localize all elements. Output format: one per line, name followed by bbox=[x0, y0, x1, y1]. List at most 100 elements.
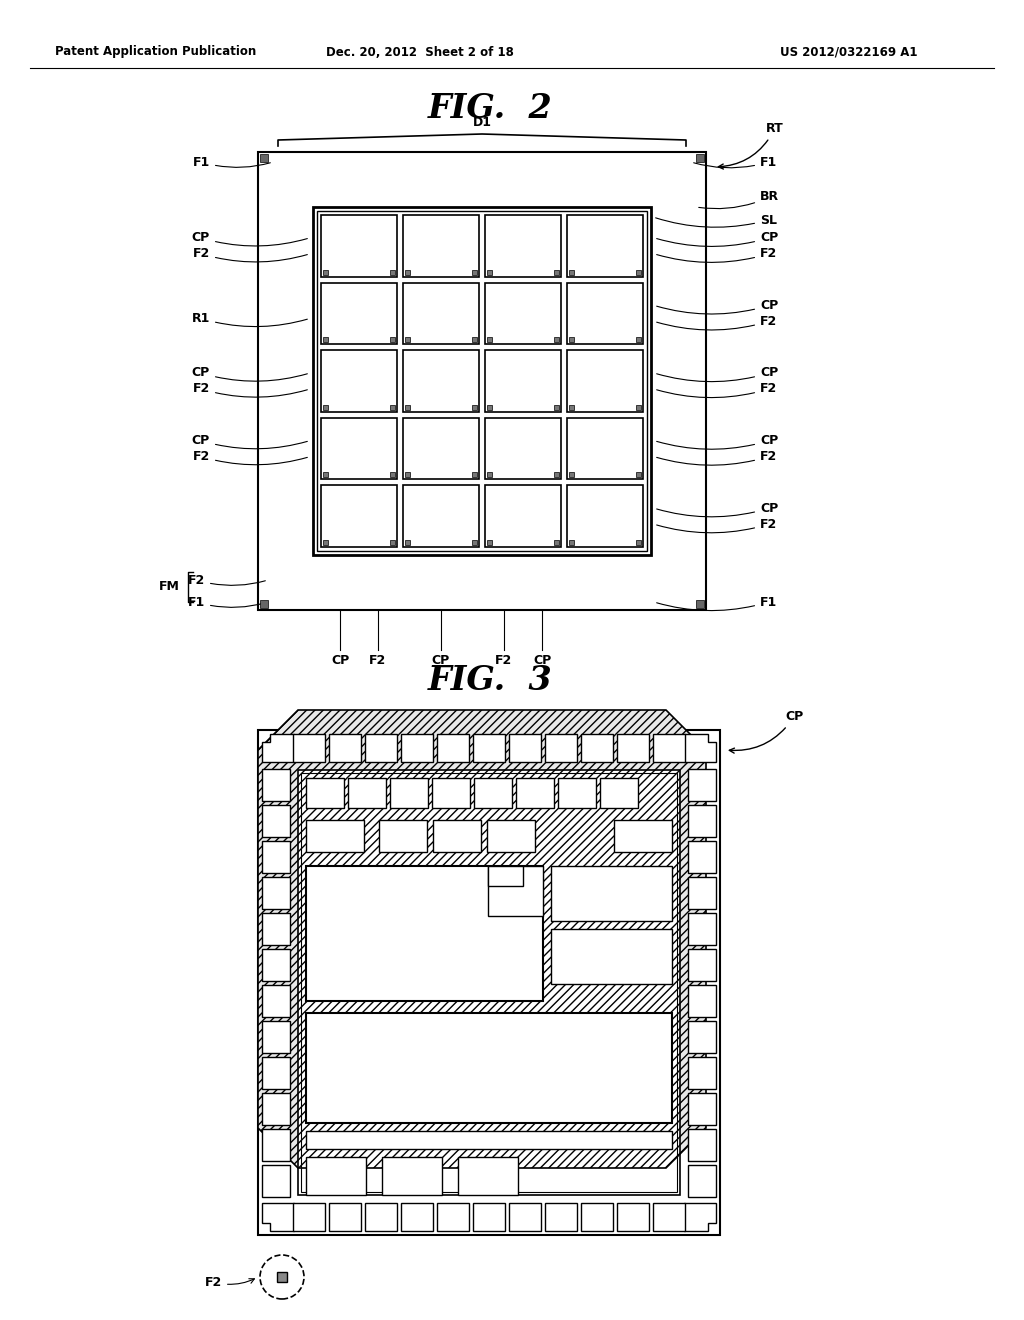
Bar bbox=[688, 1164, 716, 1196]
Bar bbox=[472, 473, 477, 478]
Bar bbox=[382, 1158, 442, 1195]
Bar bbox=[516, 777, 554, 808]
Text: F2: F2 bbox=[656, 450, 777, 465]
Bar bbox=[293, 734, 325, 762]
Bar bbox=[262, 912, 290, 945]
Bar bbox=[545, 734, 577, 762]
Bar bbox=[301, 774, 677, 1192]
Text: F1: F1 bbox=[187, 595, 265, 609]
Bar bbox=[617, 734, 649, 762]
Bar bbox=[329, 1203, 361, 1232]
Text: CP: CP bbox=[191, 367, 307, 381]
Bar bbox=[306, 866, 543, 1001]
Text: CP: CP bbox=[331, 653, 349, 667]
Polygon shape bbox=[262, 1203, 294, 1232]
Bar bbox=[437, 1203, 469, 1232]
Bar bbox=[262, 949, 290, 981]
Bar bbox=[323, 337, 328, 342]
Bar bbox=[696, 601, 705, 609]
Bar bbox=[688, 841, 716, 873]
Bar bbox=[390, 269, 395, 275]
Bar bbox=[403, 350, 479, 412]
Bar bbox=[688, 912, 716, 945]
Bar bbox=[401, 1203, 433, 1232]
Bar bbox=[554, 540, 559, 545]
Bar bbox=[306, 777, 344, 808]
Text: CP: CP bbox=[656, 502, 778, 517]
Bar bbox=[558, 777, 596, 808]
Bar bbox=[306, 1012, 672, 1123]
Bar bbox=[348, 777, 386, 808]
Text: F2: F2 bbox=[496, 653, 513, 667]
Text: SL: SL bbox=[655, 214, 777, 227]
Text: FM: FM bbox=[159, 581, 180, 594]
Bar bbox=[474, 777, 512, 808]
Bar bbox=[262, 1020, 290, 1052]
Bar bbox=[260, 154, 268, 162]
Bar bbox=[258, 730, 720, 1236]
Bar bbox=[485, 418, 561, 479]
Bar bbox=[323, 473, 328, 478]
Bar bbox=[551, 929, 672, 983]
Text: CP: CP bbox=[656, 298, 778, 314]
Text: FIG.  2: FIG. 2 bbox=[428, 91, 552, 124]
Bar bbox=[403, 418, 479, 479]
Bar bbox=[688, 985, 716, 1016]
Bar bbox=[401, 734, 433, 762]
Bar bbox=[485, 350, 561, 412]
Bar bbox=[458, 1158, 518, 1195]
Bar bbox=[433, 820, 481, 851]
Bar bbox=[390, 777, 428, 808]
Bar bbox=[688, 804, 716, 837]
Bar bbox=[406, 269, 410, 275]
Bar bbox=[406, 473, 410, 478]
Text: CP: CP bbox=[191, 434, 307, 449]
Bar bbox=[487, 866, 543, 916]
Bar bbox=[581, 734, 613, 762]
Bar bbox=[688, 1093, 716, 1125]
Bar bbox=[636, 337, 641, 342]
Text: CP: CP bbox=[656, 434, 778, 449]
Bar bbox=[258, 152, 706, 610]
Bar bbox=[260, 601, 268, 609]
Text: Dec. 20, 2012  Sheet 2 of 18: Dec. 20, 2012 Sheet 2 of 18 bbox=[326, 45, 514, 58]
Bar bbox=[567, 418, 643, 479]
Text: F2: F2 bbox=[205, 1275, 254, 1288]
Bar bbox=[403, 215, 479, 277]
Bar bbox=[696, 154, 705, 162]
Bar bbox=[365, 1203, 397, 1232]
Bar bbox=[636, 540, 641, 545]
Bar bbox=[365, 734, 397, 762]
Bar bbox=[390, 540, 395, 545]
Bar bbox=[298, 770, 680, 1195]
Bar bbox=[567, 215, 643, 277]
Bar bbox=[390, 473, 395, 478]
Bar bbox=[437, 734, 469, 762]
Bar bbox=[569, 540, 574, 545]
Bar bbox=[688, 1129, 716, 1160]
Bar bbox=[323, 540, 328, 545]
Bar bbox=[472, 337, 477, 342]
Bar bbox=[313, 207, 651, 554]
Text: R1: R1 bbox=[191, 312, 307, 326]
Bar bbox=[485, 282, 561, 345]
Bar bbox=[487, 473, 492, 478]
Bar bbox=[653, 1203, 685, 1232]
Bar bbox=[473, 1203, 505, 1232]
Text: RT: RT bbox=[718, 121, 783, 169]
Bar bbox=[569, 337, 574, 342]
Bar bbox=[403, 282, 479, 345]
Bar bbox=[617, 1203, 649, 1232]
Bar bbox=[329, 734, 361, 762]
Text: F1: F1 bbox=[693, 156, 777, 169]
Bar bbox=[487, 337, 492, 342]
Bar bbox=[262, 1056, 290, 1089]
Bar bbox=[569, 405, 574, 409]
Bar bbox=[554, 405, 559, 409]
Bar bbox=[487, 866, 523, 886]
Text: F1: F1 bbox=[193, 156, 270, 169]
Bar bbox=[321, 215, 397, 277]
Bar bbox=[509, 734, 541, 762]
Bar bbox=[262, 768, 290, 800]
Text: F2: F2 bbox=[656, 315, 777, 330]
